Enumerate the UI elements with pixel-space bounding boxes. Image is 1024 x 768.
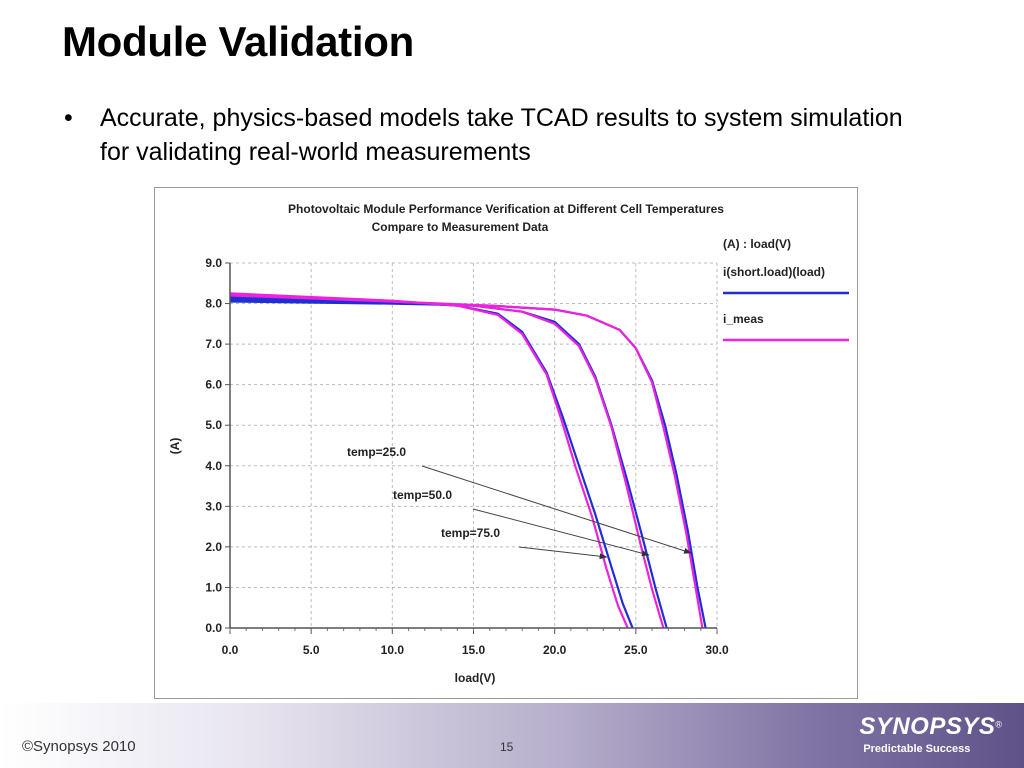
series-line-measured [229, 292, 629, 629]
y-tick-label: 3.0 [205, 499, 222, 513]
y-tick-label: 2.0 [205, 540, 222, 554]
iv-curve-chart: Photovoltaic Module Performance Verifica… [168, 202, 849, 685]
y-tick-label: 5.0 [205, 418, 222, 432]
y-tick-label: 9.0 [205, 256, 222, 270]
y-tick-label: 0.0 [205, 621, 222, 635]
logo-registered-mark: ® [995, 719, 1002, 730]
page-number: 15 [500, 740, 514, 754]
x-tick-label: 15.0 [462, 643, 486, 657]
legend-heading: (A) : load(V) [723, 237, 791, 251]
logo-tagline: Predictable Success [863, 743, 971, 755]
y-tick-label: 1.0 [205, 580, 222, 594]
chart-frame: Photovoltaic Module Performance Verifica… [154, 187, 858, 699]
series-line-simulated [229, 298, 668, 629]
bullet-symbol: • [64, 104, 73, 132]
legend-label: i_meas [723, 312, 764, 326]
copyright-text: ©Synopsys 2010 [22, 738, 136, 755]
temp-annotation-label: temp=50.0 [393, 488, 452, 502]
x-tick-label: 25.0 [624, 643, 648, 657]
x-tick-label: 30.0 [705, 643, 729, 657]
logo-wordmark: SYNOPSYS [859, 713, 996, 740]
legend-label: i(short.load)(load) [723, 265, 825, 279]
y-tick-label: 7.0 [205, 337, 222, 351]
chart-legend: (A) : load(V) i(short.load)(load) i_meas [723, 237, 849, 342]
temp-annotation-label: temp=75.0 [441, 526, 500, 540]
chart-title: Photovoltaic Module Performance Verifica… [288, 202, 724, 216]
chart-subtitle: Compare to Measurement Data [372, 220, 549, 234]
series-line-simulated [229, 296, 634, 629]
footer-bar: ©Synopsys 2010 15 SYNOPSYS® Predictable … [0, 703, 1024, 768]
synopsys-logo: SYNOPSYS® Predictable Success [859, 713, 1002, 755]
x-tick-label: 10.0 [381, 643, 405, 657]
x-tick-label: 0.0 [222, 643, 239, 657]
bullet-text: Accurate, physics-based models take TCAD… [100, 104, 903, 166]
bullet-item: • Accurate, physics-based models take TC… [64, 101, 904, 169]
series-line-measured [229, 294, 704, 629]
y-axis-label: (A) [168, 438, 182, 455]
y-tick-label: 6.0 [205, 378, 222, 392]
x-tick-label: 5.0 [303, 643, 320, 657]
series-line-simulated [229, 300, 707, 629]
x-axis-label: load(V) [455, 671, 496, 685]
annotation-arrow [472, 508, 650, 557]
slide-title: Module Validation [62, 18, 414, 65]
y-tick-label: 8.0 [205, 297, 222, 311]
annotation-arrow [518, 546, 608, 560]
y-tick-label: 4.0 [205, 459, 222, 473]
annotation-arrow [421, 465, 692, 554]
x-tick-label: 20.0 [543, 643, 567, 657]
temp-annotation-label: temp=25.0 [347, 445, 406, 459]
